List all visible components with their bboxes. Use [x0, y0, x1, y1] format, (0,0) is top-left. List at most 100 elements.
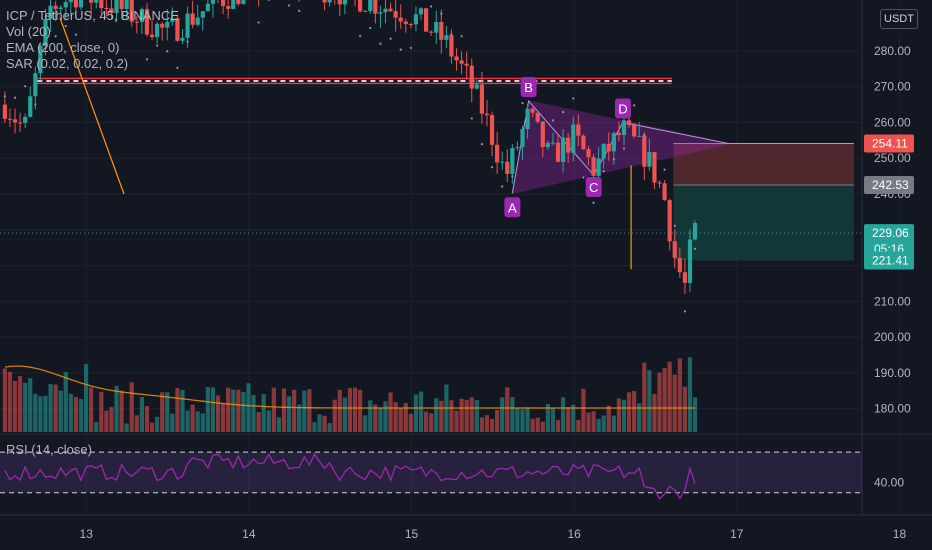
volume-bar — [657, 372, 662, 432]
indicator-sar[interactable]: SAR (0.02, 0.02, 0.2) — [6, 56, 129, 71]
candle-up — [687, 239, 693, 283]
pattern-point-labels: A B C D — [504, 76, 631, 218]
sar-dot — [490, 166, 494, 169]
candle-down — [149, 34, 155, 38]
volume-bar — [469, 397, 474, 432]
volume-bar — [596, 418, 601, 432]
stop-loss-badge-text: 254.11 — [872, 137, 908, 151]
sar-dot — [450, 33, 453, 36]
candle-down — [489, 115, 495, 145]
price-tick-label: 250.00 — [874, 151, 911, 165]
volume-bar — [165, 392, 170, 432]
volume-bar — [611, 415, 616, 432]
volume-bar — [28, 378, 33, 432]
rsi-tick-label: 40.00 — [874, 476, 904, 490]
volume-bar — [185, 410, 190, 432]
volume-bar — [474, 400, 479, 432]
volume-bar — [647, 370, 652, 432]
volume-bar — [43, 395, 48, 432]
sar-dot — [572, 97, 575, 100]
candle-up — [180, 37, 185, 41]
target-badge-text: 221.41 — [872, 254, 909, 268]
candle-up — [185, 13, 190, 38]
chart-legend: ICP / TetherUS, 45, BINANCE Vol (20) EMA… — [6, 8, 179, 72]
candle-down — [576, 124, 581, 136]
volume-bar — [236, 389, 241, 432]
candle-down — [667, 200, 672, 242]
candle-up — [58, 7, 63, 9]
candle-up — [23, 116, 28, 123]
volume-bar — [368, 400, 373, 432]
volume-bar — [459, 398, 464, 432]
volume-bar — [215, 395, 221, 432]
volume-bar — [434, 398, 439, 432]
sar-dot — [379, 42, 382, 45]
candle-down — [484, 113, 490, 116]
volume-bar — [73, 396, 79, 432]
volume-bar — [489, 419, 495, 432]
volume-bar — [687, 357, 693, 432]
candle-down — [632, 125, 637, 137]
time-tick-label: 16 — [567, 527, 581, 541]
volume-bar — [256, 412, 261, 432]
symbol-title[interactable]: ICP / TetherUS, 45, BINANCE — [6, 8, 179, 23]
candle-down — [530, 108, 535, 113]
candle-down — [358, 0, 363, 12]
parabolic-sar-dots — [3, 0, 697, 313]
volume-bar — [616, 398, 622, 432]
trend-line — [59, 17, 125, 195]
candle-down — [616, 133, 622, 136]
volume-bar — [429, 413, 434, 432]
candle-down — [18, 122, 23, 124]
indicator-ema[interactable]: EMA (200, close, 0) — [6, 40, 120, 55]
candle-up — [38, 45, 43, 74]
rsi-pane-bg — [0, 436, 862, 512]
volume-bar — [561, 397, 566, 432]
volume-bar — [601, 415, 606, 432]
volume-bar — [281, 388, 287, 432]
candle-up — [124, 0, 129, 9]
rsi-legend[interactable]: RSI (14, close) — [6, 442, 92, 457]
indicator-volume[interactable]: Vol (20) — [6, 24, 51, 39]
sar-dot — [612, 158, 615, 161]
candle-up — [561, 137, 566, 162]
volume-bar — [226, 387, 231, 432]
point-b-badge — [520, 76, 537, 97]
candle-down — [449, 35, 454, 57]
candle-up — [525, 108, 530, 130]
volume-bar — [231, 389, 236, 432]
volume-bar — [342, 397, 347, 432]
target-badge-bg — [864, 251, 914, 270]
volume-bar — [195, 411, 200, 432]
volume-bar — [149, 422, 155, 432]
sar-dot — [693, 247, 697, 250]
volume-bar — [352, 387, 358, 432]
candle-up — [601, 143, 606, 159]
volume-bar — [170, 413, 175, 432]
currency-button[interactable]: USDT — [880, 9, 918, 29]
candle-down — [581, 135, 586, 150]
rsi-pane — [0, 451, 862, 500]
candle-down — [134, 21, 139, 23]
volume-bar — [515, 407, 520, 432]
volume-bar — [261, 394, 266, 432]
volume-bar — [495, 409, 500, 432]
take-profit-zone — [673, 184, 854, 261]
candle-down — [606, 143, 611, 152]
candle-down — [469, 65, 474, 89]
sar-dot — [663, 168, 666, 171]
price-tick-label: 260.00 — [874, 115, 911, 129]
candle-up — [28, 96, 33, 117]
volume-bar — [317, 414, 322, 432]
candle-down — [398, 17, 403, 22]
sar-dot — [541, 121, 544, 124]
time-tick-label: 14 — [242, 527, 256, 541]
rsi-band — [0, 452, 862, 493]
candle-up — [500, 161, 505, 163]
candle-down — [109, 8, 114, 14]
volume-bar — [12, 380, 18, 432]
sar-dot — [267, 0, 270, 1]
time-tick-label: 18 — [893, 527, 907, 541]
volume-bar — [383, 401, 388, 432]
